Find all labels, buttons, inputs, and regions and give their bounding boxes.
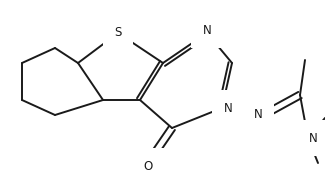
Text: N: N <box>202 24 211 36</box>
Text: S: S <box>114 26 122 40</box>
Text: N: N <box>224 102 232 114</box>
Text: O: O <box>143 160 153 173</box>
Text: N: N <box>254 107 262 121</box>
Text: N: N <box>309 132 318 144</box>
